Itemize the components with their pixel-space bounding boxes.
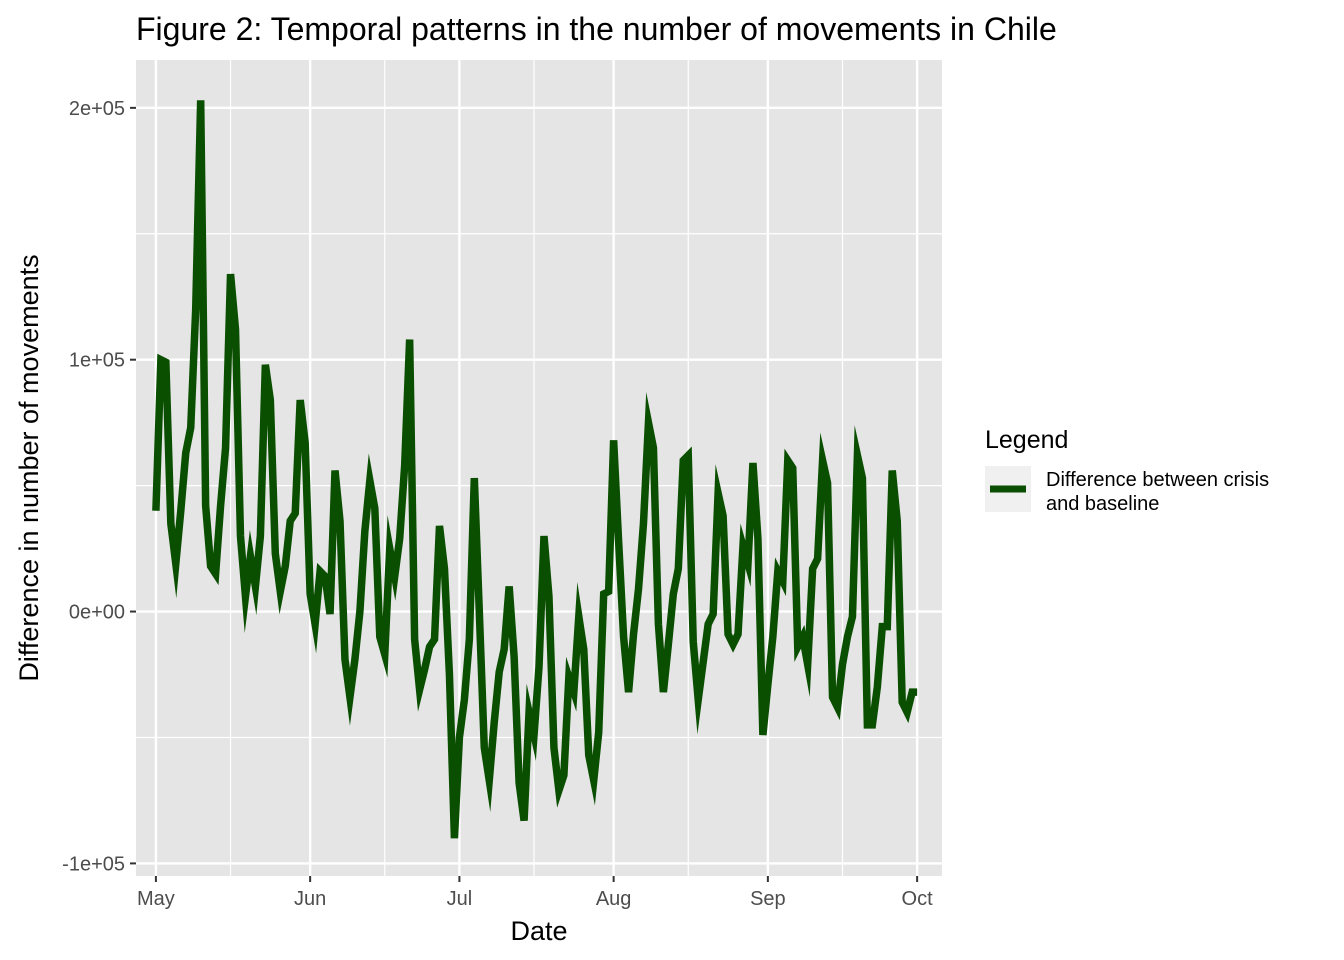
y-tick-label: 0e+00 — [69, 602, 125, 624]
y-tick-label: 1e+05 — [69, 350, 125, 372]
x-tick-label: Jun — [294, 888, 326, 910]
legend-label-line-1: Difference between crisis — [1046, 469, 1269, 491]
x-axis: May Jun Jul Aug Sep Oct — [137, 876, 933, 910]
series-line — [152, 100, 918, 839]
x-tick-label: Jul — [447, 888, 473, 910]
legend-label-line-2: and baseline — [1046, 493, 1159, 515]
x-tick-label: Aug — [596, 888, 632, 910]
legend: Legend Difference between crisis and bas… — [985, 426, 1269, 515]
x-tick-label: Oct — [902, 888, 934, 910]
series-layer — [152, 100, 918, 839]
legend-title: Legend — [985, 426, 1068, 454]
chart-title: Figure 2: Temporal patterns in the numbe… — [136, 11, 1057, 47]
x-tick-label: Sep — [750, 888, 786, 910]
x-axis-title: Date — [510, 916, 567, 946]
y-axis-title: Difference in number of movements — [14, 254, 44, 681]
y-tick-label: 2e+05 — [69, 98, 125, 120]
x-tick-label: May — [137, 888, 175, 910]
y-tick-label: -1e+05 — [62, 853, 125, 875]
y-axis: -1e+05 0e+00 1e+05 2e+05 — [62, 98, 136, 875]
